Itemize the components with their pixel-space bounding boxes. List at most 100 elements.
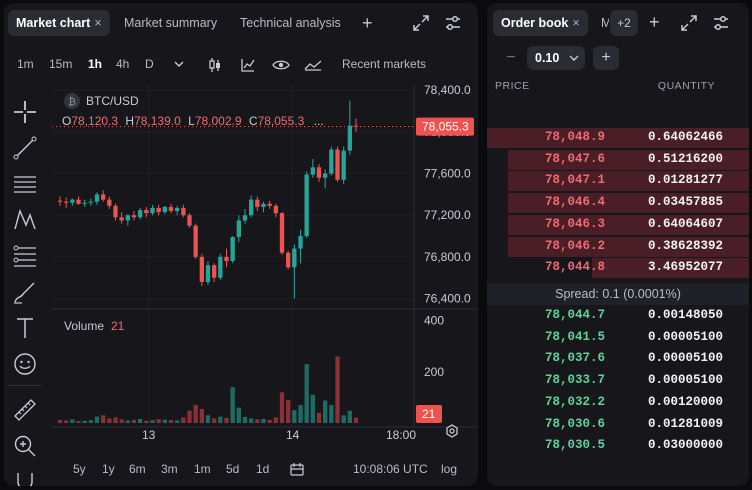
zoom-in-icon[interactable] [12,433,38,459]
text-tool-icon[interactable] [12,315,38,341]
candle-body [57,200,63,202]
bid-row[interactable]: 78,032.2 0.00120000 [487,392,749,413]
candle-body [224,256,229,262]
clock-utc[interactable]: 10:08:06 UTC [353,462,428,476]
candle-body [113,205,118,218]
add-tab-icon[interactable]: + [362,13,373,33]
expand-icon[interactable] [412,14,430,32]
indicators-icon[interactable] [240,57,256,73]
timeframe-4h[interactable]: 4h [116,57,130,71]
emoji-icon[interactable] [12,351,38,377]
candle-body [279,213,285,253]
timeframe-1h[interactable]: 1h [88,57,103,71]
candle-body [304,174,309,237]
recent-markets-button[interactable]: Recent markets [342,57,427,71]
volume-bar [230,387,235,423]
tab-market-summary[interactable]: Market summary [124,16,218,30]
ask-price: 78,046.2 [545,238,606,253]
brush-icon[interactable] [12,279,38,305]
bid-price: 78,033.7 [545,373,606,388]
eye-icon[interactable] [272,58,290,72]
horizontal-lines-icon[interactable] [12,171,38,197]
candle-body [138,210,143,218]
candle-body [273,205,278,214]
trend-line-icon[interactable] [12,135,38,161]
bid-row[interactable]: 78,041.5 0.00005100 [487,327,749,348]
chevron-down-icon[interactable] [174,60,184,68]
price-tick-label: 76,400.0 [424,292,471,306]
ask-row[interactable]: 78,046.2 0.38628392 [487,236,749,257]
range-5d[interactable]: 5d [226,462,240,476]
volume-bar [113,417,118,423]
tab-overflow-peek[interactable]: M [601,16,612,30]
settings-sliders-icon[interactable] [712,14,730,32]
time-label-14: 14 [286,428,300,442]
range-5y[interactable]: 5y [73,462,86,476]
ask-row[interactable]: 78,046.4 0.03457885 [487,192,749,214]
ruler-icon[interactable] [12,397,38,423]
range-3m[interactable]: 3m [161,462,178,476]
price-chart[interactable]: 78,400.078,000.077,600.077,200.076,800.0… [4,3,478,486]
bid-row[interactable]: 78,033.7 0.00005100 [487,370,749,391]
more-tabs-button[interactable]: +2 [610,10,638,36]
expand-icon[interactable] [680,14,698,32]
volume-bar [107,418,112,423]
range-1y[interactable]: 1y [102,462,115,476]
range-6m[interactable]: 6m [129,462,146,476]
ask-row[interactable]: 78,048.9 0.64062466 [487,127,749,148]
candle-body [131,215,137,218]
candlestick-type-icon[interactable] [208,57,222,73]
ohlc-o-label: O [62,114,71,128]
volume-bar [57,419,63,423]
timeframe-d[interactable]: D [145,57,154,71]
step-select[interactable]: 0.10 [527,46,585,70]
bid-row[interactable]: 78,037.6 0.00005100 [487,348,749,369]
ask-row[interactable]: 78,046.3 0.64064607 [487,214,749,235]
candle-body [125,215,130,221]
decrease-step-button[interactable]: − [506,49,516,66]
chart-settings-icon[interactable] [446,424,458,438]
ask-row[interactable]: 78,047.1 0.01281277 [487,170,749,192]
candle-body [119,217,124,221]
add-tab-icon[interactable]: + [649,12,660,32]
candle-body [162,206,167,213]
volume-bar [286,399,291,423]
price-column-header: PRICE [495,80,530,92]
tab-technical-analysis[interactable]: Technical analysis [240,16,341,30]
range-1m[interactable]: 1m [194,462,211,476]
tab-market-chart[interactable]: Market chart × [8,10,110,36]
volume-tick-label: 400 [424,314,444,328]
ask-depth-bar [507,171,749,192]
volume-bar [138,418,143,423]
close-icon[interactable]: × [572,16,580,30]
candle-body [255,199,260,207]
timeframe-15m[interactable]: 15m [49,57,73,71]
log-scale-toggle[interactable]: log [441,462,458,476]
volume-bar [205,415,211,423]
close-icon[interactable]: × [94,16,102,30]
timeframe-1m[interactable]: 1m [17,57,34,71]
ask-row[interactable]: 78,044.8 3.46952077 [487,257,749,279]
volume-bar [88,420,93,423]
candle-body [218,256,223,278]
bid-row[interactable]: 78,030.5 0.03000000 [487,435,749,456]
bid-row[interactable]: 78,044.7 0.00148050 [487,305,749,326]
increase-step-button[interactable]: + [593,46,619,70]
compare-lines-icon[interactable] [304,59,322,71]
candle-body [193,225,198,257]
volume-bar [199,408,204,423]
bid-price: 78,037.6 [545,351,606,366]
ask-price: 78,044.8 [545,260,606,275]
pattern-tool-icon[interactable] [12,207,38,233]
tab-order-book[interactable]: Order book × [493,10,588,36]
bid-row[interactable]: 78,030.6 0.01281009 [487,414,749,435]
ask-row[interactable]: 78,047.6 0.51216200 [487,149,749,170]
fibonacci-icon[interactable] [12,243,38,269]
range-1d[interactable]: 1d [256,462,270,476]
settings-sliders-icon[interactable] [444,14,462,32]
volume-bar [236,407,241,423]
magnet-icon[interactable] [12,469,38,486]
date-range-icon[interactable] [290,462,304,476]
crosshair-icon[interactable] [12,99,38,125]
bid-price: 78,041.5 [545,329,606,344]
